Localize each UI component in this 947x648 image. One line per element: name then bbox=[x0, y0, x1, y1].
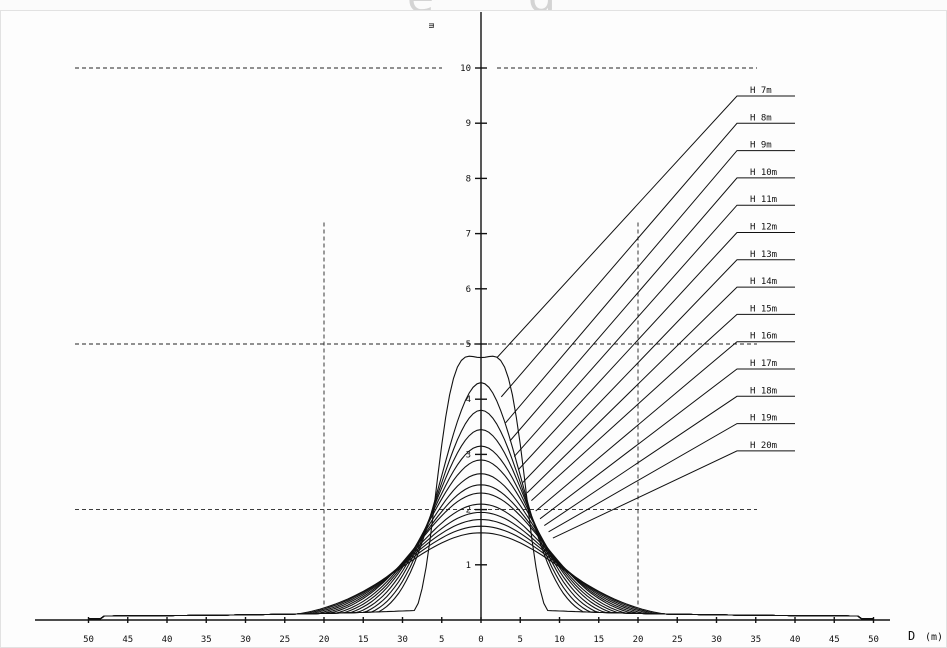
x-tick-label: 45 bbox=[829, 635, 840, 645]
x-tick-label: 30 bbox=[397, 635, 408, 645]
x-tick-label: 20 bbox=[319, 635, 330, 645]
leader-line bbox=[539, 368, 795, 520]
x-tick-label: 5 bbox=[518, 635, 523, 645]
x-tick-label: 30 bbox=[240, 635, 251, 645]
leader-line bbox=[509, 177, 795, 442]
series-label: H 12m bbox=[750, 223, 777, 233]
leader-lines bbox=[496, 95, 795, 539]
reference-guides bbox=[75, 67, 757, 607]
y-tick-label: 7 bbox=[466, 230, 471, 240]
leader-line bbox=[548, 423, 795, 533]
x-axis-label: D bbox=[908, 629, 915, 643]
leader-line bbox=[496, 95, 795, 358]
y-tick-label: 9 bbox=[466, 119, 471, 129]
leader-line bbox=[552, 450, 795, 539]
x-tick-label: 40 bbox=[790, 635, 801, 645]
series-label: H 20m bbox=[750, 441, 777, 451]
series-label: H 11m bbox=[750, 195, 777, 205]
leader-line bbox=[531, 313, 795, 502]
figure-frame bbox=[0, 10, 947, 648]
y-tick-label: 2 bbox=[466, 506, 471, 516]
x-tick-label: 5 bbox=[439, 635, 444, 645]
y-tick-label: 3 bbox=[466, 450, 471, 460]
leader-line bbox=[500, 122, 795, 398]
x-tick-label: 50 bbox=[83, 635, 94, 645]
leader-line bbox=[513, 204, 795, 457]
x-axis-unit: (m) bbox=[925, 632, 943, 643]
series-label: H 13m bbox=[750, 250, 777, 260]
leader-line bbox=[526, 286, 795, 494]
x-tick-label: 15 bbox=[593, 635, 604, 645]
curve-h20m bbox=[88, 532, 874, 620]
series-labels: H 7m H 8m H 9m H 10m H 11m H 12m H 13m H 14m H 1… bbox=[750, 86, 777, 451]
leader-line bbox=[505, 150, 795, 424]
x-tick-label: 45 bbox=[122, 635, 133, 645]
series-label: H 19m bbox=[750, 414, 777, 424]
series-label: H 8m bbox=[750, 113, 772, 123]
y-tick-label: 4 bbox=[466, 395, 471, 405]
series-label: H 16m bbox=[750, 332, 777, 342]
x-tick-label: 25 bbox=[672, 635, 683, 645]
series-label: H 14m bbox=[750, 277, 777, 287]
y-tick-label: 1 bbox=[466, 561, 471, 571]
leader-line bbox=[522, 259, 795, 483]
series-label: H 9m bbox=[750, 141, 772, 151]
series-label: H 15m bbox=[750, 304, 777, 314]
x-tick-label: 20 bbox=[633, 635, 644, 645]
x-tick-label: 0 bbox=[478, 635, 483, 645]
curves bbox=[88, 355, 874, 620]
y-tick-label: 6 bbox=[466, 285, 471, 295]
x-tick-label: 40 bbox=[162, 635, 173, 645]
series-label: H 18m bbox=[750, 386, 777, 396]
x-tick-label: 35 bbox=[750, 635, 761, 645]
x-tick-label: 25 bbox=[279, 635, 290, 645]
x-tick-label: 15 bbox=[358, 635, 369, 645]
y-tick-label: 8 bbox=[466, 174, 471, 184]
x-tick-label: 10 bbox=[554, 635, 565, 645]
leader-line bbox=[518, 232, 795, 470]
x-tick-label: 50 bbox=[868, 635, 879, 645]
series-label: H 17m bbox=[750, 359, 777, 369]
y-tick-label: 5 bbox=[466, 340, 471, 350]
series-label: H 7m bbox=[750, 86, 772, 96]
y-tick-label: 10 bbox=[460, 64, 471, 74]
series-label: H 10m bbox=[750, 168, 777, 178]
x-tick-label: 30 bbox=[711, 635, 722, 645]
leader-line bbox=[544, 395, 795, 526]
x-tick-label: 35 bbox=[201, 635, 212, 645]
leader-line bbox=[535, 341, 795, 512]
y-axis-label: m bbox=[426, 23, 436, 28]
